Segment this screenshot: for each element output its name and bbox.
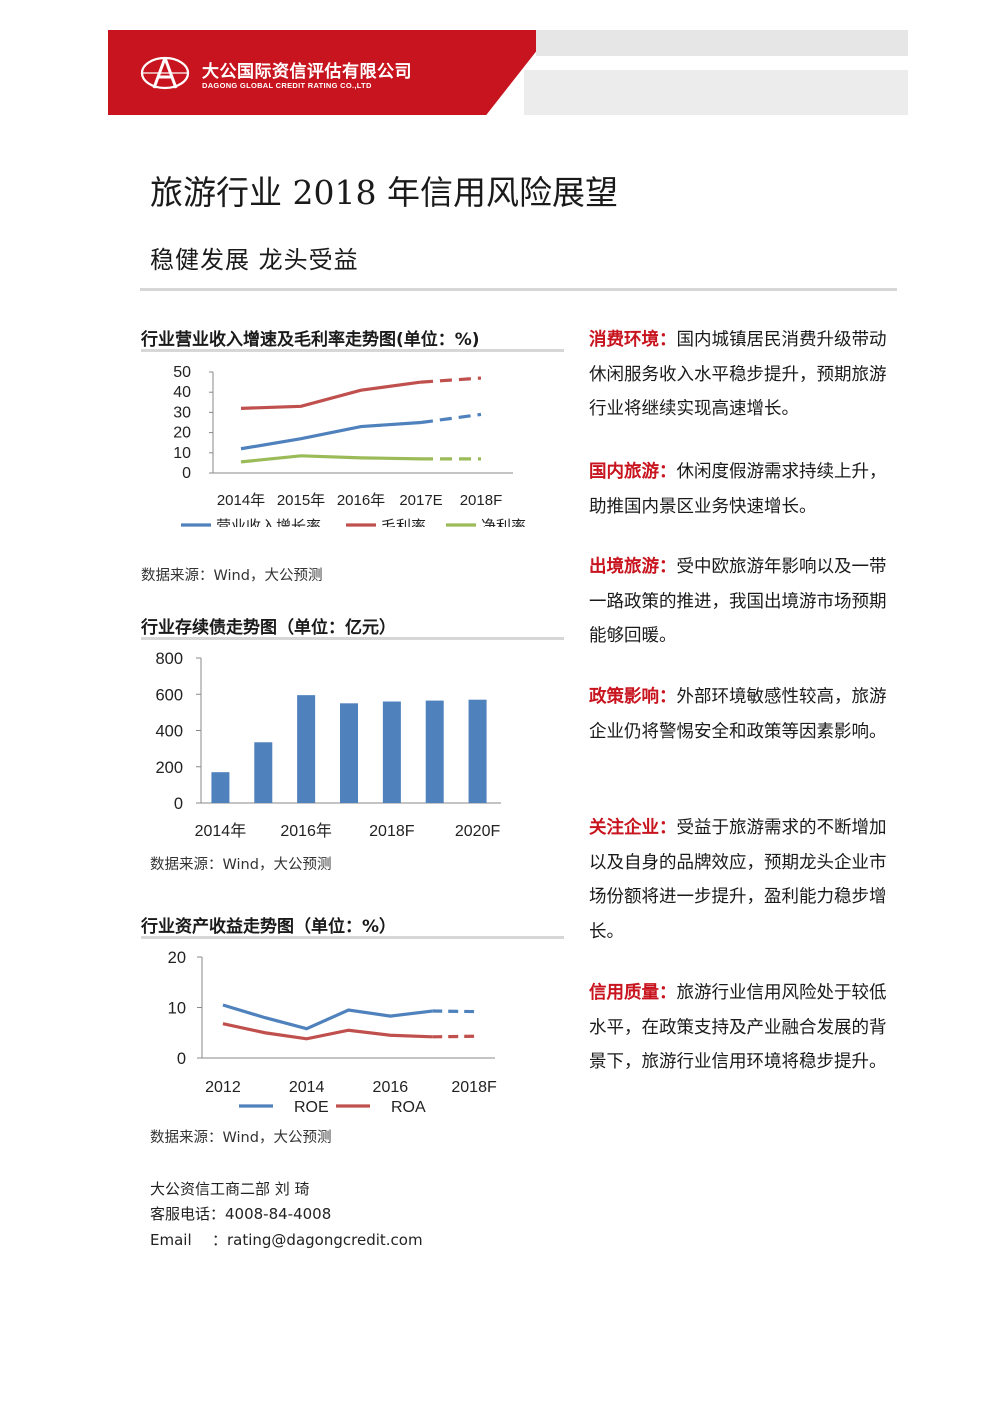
series-line-1 <box>222 1022 433 1041</box>
bar-2018F <box>382 701 401 803</box>
outlook-policy: 政策影响：外部环境敏感性较高，旅游企业仍将警惕安全和政策等因素影响。 <box>589 680 901 749</box>
banner-grey-stripes <box>496 30 908 115</box>
x-tick-label: 2015年 <box>277 492 325 509</box>
y-tick-label: 20 <box>168 949 186 967</box>
y-tick-label: 0 <box>174 795 183 813</box>
y-tick-label: 50 <box>173 364 191 381</box>
chart-title-debt: 行业存续债走势图（单位：亿元） <box>141 618 396 638</box>
legend-label: 营业收入增长率 <box>216 518 321 527</box>
y-tick-label: 20 <box>173 425 191 442</box>
outlook-label: 政策影响： <box>589 687 677 707</box>
y-tick-label: 10 <box>168 1000 186 1018</box>
legend-label: ROE <box>294 1099 329 1116</box>
company-name-cn: 大公国际资信评估有限公司 <box>202 62 412 82</box>
chart-source-roe: 数据来源：Wind，大公预测 <box>150 1130 332 1146</box>
legend-label: ROA <box>391 1099 426 1116</box>
chart-divider <box>141 349 564 352</box>
chart-divider <box>141 936 564 939</box>
legend-label: 净利率 <box>481 518 526 527</box>
chart-divider <box>141 637 564 640</box>
roe-line-chart: 0 10 20 2012 2014 2016 2018F ROE ROA <box>168 949 497 1116</box>
outlook-text: 外部环境敏感性较高，旅游企业仍将警惕安全和政策等因素影响。 <box>589 687 887 742</box>
bar-2014年 <box>211 772 230 803</box>
revenue-line-chart: 0 10 20 30 40 50 2014年 2015年 2016年 2017E 2018F 营业收入… <box>173 364 526 527</box>
bar-2019F <box>425 700 444 803</box>
page-title: 旅游行业 2018 年信用风险展望 <box>150 173 618 212</box>
bar-2020F <box>468 699 487 803</box>
bar-2016年 <box>297 695 316 803</box>
x-tick-label: 2014年 <box>195 822 247 840</box>
outlook-label: 消费环境： <box>589 330 677 350</box>
outlook-label: 国内旅游： <box>589 462 677 482</box>
legend-label: 毛利率 <box>381 518 426 527</box>
outlook-domestic: 国内旅游：休闲度假游需求持续上升，助推国内景区业务快速增长。 <box>589 455 901 524</box>
bar-2017年 <box>340 703 358 803</box>
contact-dept: 大公资信工商二部 刘 琦 <box>150 1180 310 1198</box>
chart-title-roe: 行业资产收益走势图（单位：%） <box>141 917 397 937</box>
series-forecast-line-0 <box>420 412 482 425</box>
y-tick-label: 30 <box>173 404 191 421</box>
x-tick-label: 2018F <box>451 1079 497 1096</box>
y-tick-label: 200 <box>155 759 183 777</box>
chart-title-revenue: 行业营业收入增速及毛利率走势图(单位：%) <box>141 330 480 350</box>
company-name-en: DAGONG GLOBAL CREDIT RATING CO.,LTD <box>202 81 372 90</box>
chart-source-revenue: 数据来源：Wind，大公预测 <box>141 568 323 584</box>
x-tick-label: 2017E <box>399 492 442 509</box>
x-tick-label: 2018F <box>460 492 503 509</box>
contact-email-row: Email ：rating@dagongcredit.com <box>150 1229 423 1250</box>
outlook-text: 受益于旅游需求的不断增加以及自身的品牌效应，预期龙头企业市场份额将进一步提升，盈… <box>589 818 887 942</box>
x-tick-label: 2016年 <box>337 492 385 509</box>
y-tick-label: 40 <box>173 384 191 401</box>
outlook-label: 出境旅游： <box>589 557 677 577</box>
series-forecast-line-1 <box>432 1034 475 1039</box>
series-line-1 <box>240 380 422 410</box>
debt-bar-chart: 0 200 400 600 800 2014年 2016年 2018F 2020F <box>155 650 501 840</box>
outlook-consumption: 消费环境：国内城镇居民消费升级带动休闲服务收入水平稳步提升，预期旅游行业将继续实… <box>589 323 901 427</box>
x-tick-label: 2016 <box>373 1079 409 1096</box>
x-tick-label: 2020F <box>455 823 501 840</box>
outlook-companies: 关注企业：受益于旅游需求的不断增加以及自身的品牌效应，预期龙头企业市场份额将进一… <box>589 811 901 949</box>
header-banner: 大公国际资信评估有限公司 DAGONG GLOBAL CREDIT RATING… <box>108 30 908 115</box>
contact-phone: 客服电话：4008-84-4008 <box>150 1205 332 1223</box>
page-subtitle: 稳健发展 龙头受益 <box>150 246 359 274</box>
y-tick-label: 400 <box>155 723 183 741</box>
outlook-text: 受中欧旅游年影响以及一带一路政策的推进，我国出境游市场预期能够回暖。 <box>589 557 887 646</box>
outlook-text: 旅游行业信用风险处于较低水平，在政策支持及产业融合发展的背景下，旅游行业信用环境… <box>589 983 887 1072</box>
y-tick-label: 800 <box>155 650 183 668</box>
outlook-text: 国内城镇居民消费升级带动休闲服务收入水平稳步提升，预期旅游行业将继续实现高速增长… <box>589 330 887 419</box>
email-link[interactable]: ：rating@dagongcredit.com <box>212 1231 423 1249</box>
outlook-outbound: 出境旅游：受中欧旅游年影响以及一带一路政策的推进，我国出境游市场预期能够回暖。 <box>589 550 901 654</box>
outlook-credit-quality: 信用质量：旅游行业信用风险处于较低水平，在政策支持及产业融合发展的背景下，旅游行… <box>589 976 901 1094</box>
x-tick-label: 2018F <box>369 823 415 840</box>
series-forecast-line-0 <box>432 1009 475 1014</box>
x-tick-label: 2016年 <box>280 822 332 840</box>
chart-source-debt: 数据来源：Wind，大公预测 <box>150 857 332 873</box>
y-tick-label: 600 <box>155 686 183 704</box>
outlook-text: 休闲度假游需求持续上升，助推国内景区业务快速增长。 <box>589 462 887 517</box>
series-line-0 <box>222 1003 433 1031</box>
outlook-label: 信用质量： <box>589 983 677 1003</box>
x-tick-label: 2014年 <box>217 492 265 509</box>
divider <box>140 288 897 291</box>
bar-2015年 <box>254 742 273 803</box>
series-line-0 <box>240 420 422 451</box>
outlook-label: 关注企业： <box>589 818 677 838</box>
x-tick-label: 2012 <box>205 1079 241 1096</box>
y-tick-label: 0 <box>177 1050 186 1068</box>
series-line-2 <box>240 454 422 464</box>
y-tick-label: 10 <box>173 445 191 462</box>
email-label: Email <box>150 1231 192 1249</box>
x-tick-label: 2014 <box>289 1079 325 1096</box>
series-forecast-line-1 <box>420 376 482 384</box>
y-tick-label: 0 <box>182 465 191 482</box>
dagong-logo-icon <box>140 56 190 90</box>
